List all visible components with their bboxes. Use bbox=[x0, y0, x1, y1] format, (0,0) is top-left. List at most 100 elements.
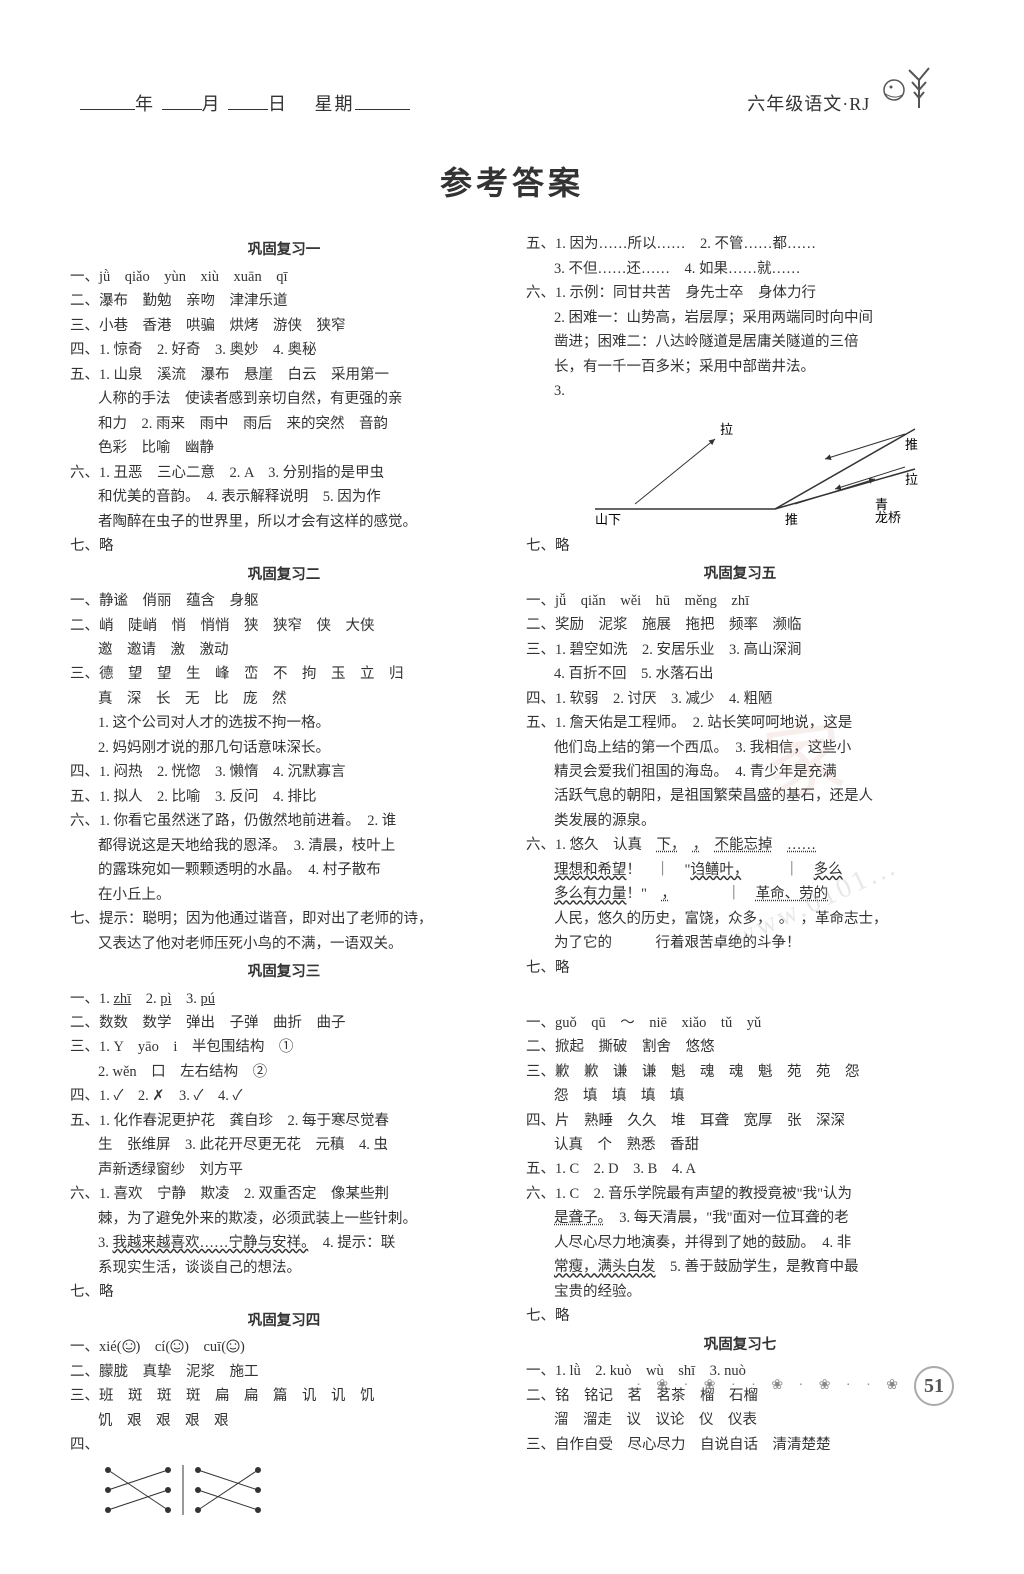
page-footer: · ❀ · ❀ · · ❀ · ❀ · · ❀ 51 bbox=[636, 1366, 954, 1406]
answer-line: 生 张维屏 3. 此花开尽更无花 元稹 4. 虫 bbox=[70, 1134, 498, 1156]
svg-text:推: 推 bbox=[785, 512, 798, 527]
answer-line: 六、1. C 2. 音乐学院最有声望的教授竟被"我"认为 bbox=[526, 1183, 954, 1205]
answer-line: 一、jǜ qiǎo yùn xiù xuān qī bbox=[70, 266, 498, 288]
svg-text:推: 推 bbox=[905, 437, 918, 452]
section-4-header: 巩固复习四 bbox=[70, 1310, 498, 1332]
answer-line: 的露珠宛如一颗颗透明的水晶。 4. 村子散布 bbox=[70, 859, 498, 881]
answer-line: 一、jǚ qiǎn wěi hū měng zhī bbox=[526, 590, 954, 612]
answer-line: 五、1. 化作春泥更护花 龚自珍 2. 每于寒尽觉春 bbox=[70, 1110, 498, 1132]
answer-line: 2. 妈妈刚才说的那几句话意味深长。 bbox=[70, 737, 498, 759]
answer-line: 七、略 bbox=[526, 1305, 954, 1327]
answer-line: 者陶醉在虫子的世界里，所以才会有这样的感觉。 bbox=[70, 511, 498, 533]
answer-line: 七、略 bbox=[526, 535, 954, 557]
tree-bird-icon bbox=[874, 60, 944, 110]
answer-line: 一、xié() cí() cuī() bbox=[70, 1336, 498, 1358]
matching-diagram bbox=[98, 1460, 498, 1530]
answer-line: 六、1. 喜欢 宁静 欺凌 2. 双重否定 像某些荆 bbox=[70, 1183, 498, 1205]
answer-line: 三、班 斑 斑 斑 扁 扁 篇 讥 讥 饥 bbox=[70, 1385, 498, 1407]
answer-line: 七、略 bbox=[70, 1281, 498, 1303]
bridge-diagram: 拉 推 拉 推 山下 青 龙桥 bbox=[556, 409, 954, 529]
answer-line: 六、1. 悠久 认真 下， ， 不能忘掉 …… bbox=[526, 834, 954, 856]
answer-line: 是聋子。 3. 每天清晨，"我"面对一位耳聋的老 bbox=[526, 1207, 954, 1229]
page-header: 年 月 日 星期 六年级语文·RJ bbox=[70, 60, 954, 129]
answer-line: 三、歉 歉 谦 谦 魁 魂 魂 魁 苑 苑 怨 bbox=[526, 1061, 954, 1083]
answer-line: 2. wěn 口 左右结构 ② bbox=[70, 1061, 498, 1083]
answer-line: 溜 溜走 议 议论 仪 仪表 bbox=[526, 1409, 954, 1431]
answer-line: 二、瀑布 勤勉 亲吻 津津乐道 bbox=[70, 290, 498, 312]
section-3-header: 巩固复习三 bbox=[70, 961, 498, 983]
answer-line: 一、guǒ qū ～ niē xiǎo tǔ yǔ bbox=[526, 1012, 954, 1034]
answer-line: 3. 我越来越喜欢……宁静与安祥。 4. 提示：联 bbox=[70, 1232, 498, 1254]
answer-line: 类发展的源泉。 bbox=[526, 810, 954, 832]
answer-line: 活跃气息的朝阳，是祖国繁荣昌盛的基石，还是人 bbox=[526, 785, 954, 807]
answer-line: 三、小巷 香港 哄骗 烘烤 游侠 狭窄 bbox=[70, 315, 498, 337]
answer-line: 多么有力量！" ， ｜ 革命、劳的 bbox=[526, 883, 954, 905]
bridge-label-a: 拉 bbox=[720, 422, 733, 437]
answer-line: 和力 2. 雨来 雨中 雨后 来的突然 音韵 bbox=[70, 413, 498, 435]
answer-line: 三、自作自受 尽心尽力 自说自话 清清楚楚 bbox=[526, 1434, 954, 1456]
answer-line: 二、数数 数学 弹出 子弹 曲折 曲子 bbox=[70, 1012, 498, 1034]
answer-line: 棘，为了避免外来的欺凌，必须武装上一些针刺。 bbox=[70, 1208, 498, 1230]
answer-line: 七、提示：聪明；因为他通过谐音，即对出了老师的诗， bbox=[70, 908, 498, 930]
answer-line: 一、静谧 俏丽 蕴含 身躯 bbox=[70, 590, 498, 612]
section-1-header: 巩固复习一 bbox=[70, 239, 498, 261]
left-column: 巩固复习一 一、jǜ qiǎo yùn xiù xuān qī 二、瀑布 勤勉 … bbox=[70, 233, 498, 1534]
smile-icon bbox=[122, 1339, 136, 1355]
right-column: 五、1. 因为……所以…… 2. 不管……都…… 3. 不但……还…… 4. 如… bbox=[526, 233, 954, 1534]
answer-line: 色彩 比喻 幽静 bbox=[70, 437, 498, 459]
answer-line: 四、1. ✓ 2. ✗ 3. ✓ 4. ✓ bbox=[70, 1085, 498, 1107]
section-6-header bbox=[526, 985, 954, 1007]
answer-line: 六、1. 示例：同甘共苦 身先士卒 身体力行 bbox=[526, 282, 954, 304]
page-number: 51 bbox=[914, 1366, 954, 1406]
answer-line: 真 深 长 无 比 庞 然 bbox=[70, 688, 498, 710]
answer-line: 为了它的 行着艰苦卓绝的斗争！ bbox=[526, 932, 954, 954]
answer-line: 二、朦胧 真挚 泥浆 施工 bbox=[70, 1361, 498, 1383]
answer-line: 3. bbox=[526, 380, 954, 402]
svg-text:山下: 山下 bbox=[595, 512, 621, 527]
footer-decoration: · ❀ · ❀ · · ❀ · ❀ · · ❀ bbox=[636, 1375, 904, 1397]
answer-line: 精灵会爱我们祖国的海岛。 4. 青少年是充满 bbox=[526, 761, 954, 783]
answer-line: 系现实生活，谈谈自己的想法。 bbox=[70, 1257, 498, 1279]
svg-text:龙桥: 龙桥 bbox=[875, 510, 901, 525]
answer-line: 3. 不但……还…… 4. 如果……就…… bbox=[526, 258, 954, 280]
answer-line: 他们岛上结的第一个西瓜。 3. 我相信，这些小 bbox=[526, 737, 954, 759]
answer-line: 四、片 熟睡 久久 堆 耳聋 宽厚 张 深深 bbox=[526, 1110, 954, 1132]
answer-line: 三、1. 碧空如洗 2. 安居乐业 3. 高山深涧 bbox=[526, 639, 954, 661]
answer-line: 饥 艰 艰 艰 艰 bbox=[70, 1410, 498, 1432]
section-5-header: 巩固复习五 bbox=[526, 563, 954, 585]
answer-line: 五、1. C 2. D 3. B 4. A bbox=[526, 1158, 954, 1180]
answer-line: 七、略 bbox=[526, 957, 954, 979]
answer-line: 声新透绿窗纱 刘方平 bbox=[70, 1159, 498, 1181]
answer-line: 七、略 bbox=[70, 535, 498, 557]
answer-line: 四、1. 闷热 2. 恍惚 3. 懒惰 4. 沉默寡言 bbox=[70, 761, 498, 783]
svg-text:拉: 拉 bbox=[905, 472, 918, 487]
answer-line: 宝贵的经验。 bbox=[526, 1281, 954, 1303]
answer-line: 凿进；困难二：八达岭隧道是居庸关隧道的三倍 bbox=[526, 331, 954, 353]
smile-icon bbox=[170, 1339, 184, 1355]
answer-line: 人尽心尽力地演奏，并得到了她的鼓励。 4. 非 bbox=[526, 1232, 954, 1254]
answer-line: 二、奖励 泥浆 施展 拖把 频率 濒临 bbox=[526, 614, 954, 636]
answer-line: 理想和希望！ ｜ "诌鳝叶， ｜ 多么 bbox=[526, 859, 954, 881]
answer-line: 都得说这是天地给我的恩泽。 3. 清晨，枝叶上 bbox=[70, 835, 498, 857]
date-line: 年 月 日 星期 bbox=[80, 91, 410, 119]
answer-line: 四、1. 软弱 2. 讨厌 3. 减少 4. 粗陋 bbox=[526, 688, 954, 710]
answer-line: 人称的手法 使读者感到亲切自然，有更强的亲 bbox=[70, 388, 498, 410]
answer-line: 六、1. 丑恶 三心二意 2. A 3. 分别指的是甲虫 bbox=[70, 462, 498, 484]
answer-line: 认真 个 熟悉 香甜 bbox=[526, 1134, 954, 1156]
answer-line: 三、1. Y yāo i 半包围结构 ① bbox=[70, 1036, 498, 1058]
answer-line: 长，有一千一百多米；采用中部凿井法。 bbox=[526, 356, 954, 378]
answer-line: 和优美的音韵。 4. 表示解释说明 5. 因为作 bbox=[70, 486, 498, 508]
subject-label: 六年级语文·RJ bbox=[747, 60, 944, 119]
answer-line: 二、掀起 撕破 割舍 悠悠 bbox=[526, 1036, 954, 1058]
answer-line: 2. 困难一：山势高，岩层厚；采用两端同时向中间 bbox=[526, 307, 954, 329]
answer-line: 四、1. 惊奇 2. 好奇 3. 奥妙 4. 奥秘 bbox=[70, 339, 498, 361]
answer-line: 人民，悠久的历史，富饶，众多， 。 ，革命志士， bbox=[526, 908, 954, 930]
answer-line: 四、 bbox=[70, 1434, 498, 1456]
answer-line: 在小丘上。 bbox=[70, 884, 498, 906]
answer-line: 六、1. 你看它虽然迷了路，仍傲然地前进着。 2. 谁 bbox=[70, 810, 498, 832]
page-title: 参考答案 bbox=[70, 159, 954, 209]
answer-line: 又表达了他对老师压死小鸟的不满，一语双关。 bbox=[70, 933, 498, 955]
answer-line: 三、德 望 望 生 峰 峦 不 拘 玉 立 归 bbox=[70, 663, 498, 685]
section-2-header: 巩固复习二 bbox=[70, 564, 498, 586]
answer-line: 1. 这个公司对人才的选拔不拘一格。 bbox=[70, 712, 498, 734]
